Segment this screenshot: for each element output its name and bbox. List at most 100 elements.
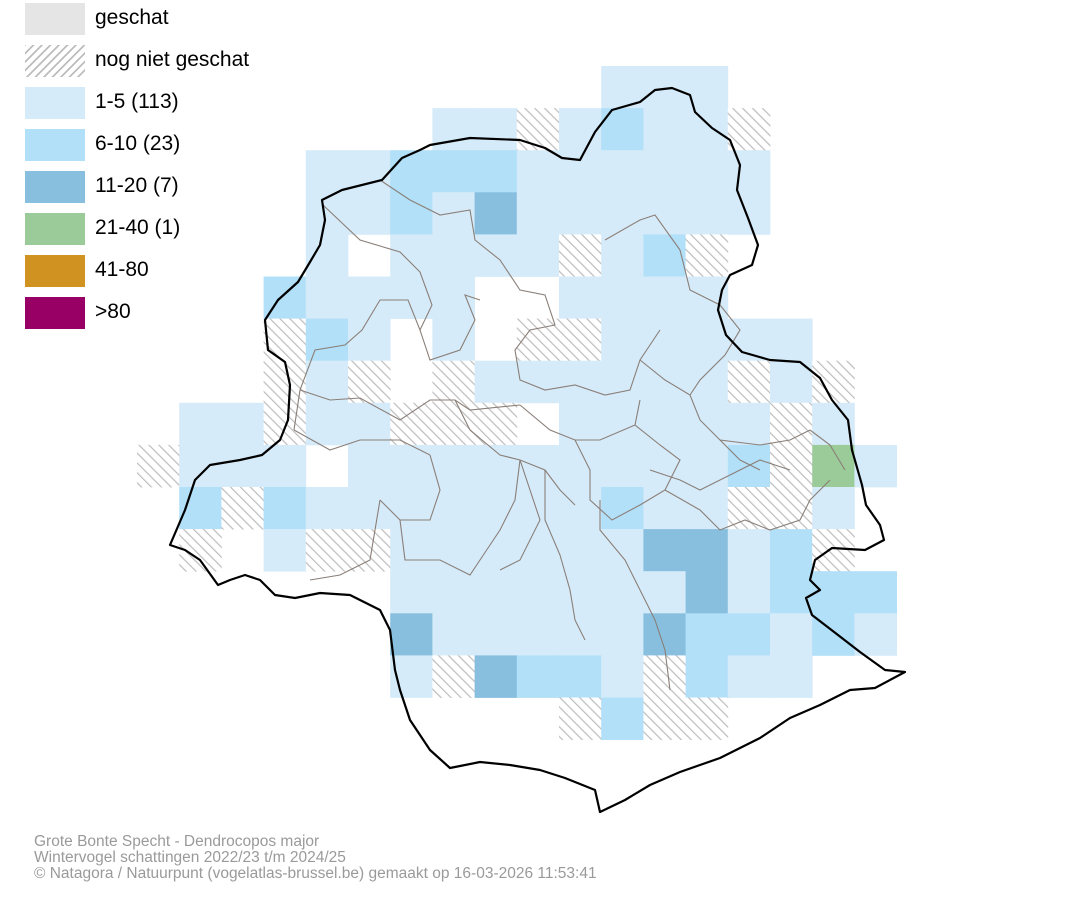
grid-cell-estimate xyxy=(305,487,349,530)
grid-cell-estimate xyxy=(643,402,686,446)
grid-cell-estimate xyxy=(305,150,349,193)
grid-cell-estimate xyxy=(643,234,686,277)
grid-cell-estimate xyxy=(643,360,686,404)
grid-cell-estimate xyxy=(685,402,729,446)
grid-cell-estimate xyxy=(601,66,644,109)
legend-label: 21-40 (1) xyxy=(95,216,181,239)
grid-cell-not-estimated xyxy=(516,108,560,151)
grid-cell-estimate xyxy=(348,402,391,446)
grid-cell-estimate xyxy=(601,529,644,572)
grid-cell-estimate xyxy=(601,571,644,614)
grid-cell-estimate xyxy=(348,444,391,488)
grid-cell-not-estimated xyxy=(474,402,518,446)
grid-cell-estimate xyxy=(685,108,729,151)
grid-cell-estimate xyxy=(432,276,475,319)
grid-cell-estimate xyxy=(643,571,686,614)
grid-cell-estimate xyxy=(348,487,391,530)
grid-cell-estimate xyxy=(263,529,307,572)
legend-label: geschat xyxy=(95,6,169,29)
grid-cell-estimate xyxy=(474,192,518,235)
grid-cell-estimate xyxy=(221,444,264,488)
grid-cell-not-estimated xyxy=(643,697,686,740)
grid-cell-not-estimated xyxy=(685,697,729,740)
grid-cell-estimate xyxy=(643,487,686,530)
grid-cell-estimate xyxy=(559,571,602,614)
grid-cell-estimate xyxy=(516,529,560,572)
grid-cell-estimate xyxy=(390,192,433,235)
legend-swatch xyxy=(25,87,85,119)
grid-cell-not-estimated xyxy=(727,487,771,530)
grid-cell-estimate xyxy=(601,234,644,277)
legend-swatch xyxy=(25,213,85,245)
legend-item-6-10: 6-10 (23) xyxy=(25,129,325,163)
grid-cell-estimate xyxy=(390,529,433,572)
grid-cell-estimate xyxy=(601,360,644,404)
grid-cell-not-estimated xyxy=(559,234,602,277)
copyright-line: © Natagora / Natuurpunt (vogelatlas-brus… xyxy=(34,865,597,882)
grid-cell-estimate xyxy=(474,613,518,656)
grid-cells xyxy=(137,66,897,740)
grid-cell-estimate xyxy=(474,487,518,530)
grid-cell-estimate xyxy=(516,234,560,277)
grid-cell-estimate xyxy=(516,655,560,698)
grid-cell-estimate xyxy=(474,150,518,193)
grid-cell-estimate xyxy=(559,276,602,319)
grid-cell-estimate xyxy=(685,318,729,362)
grid-cell-not-estimated xyxy=(770,444,813,488)
legend-swatch xyxy=(25,297,85,329)
grid-cell-estimate xyxy=(432,192,475,235)
grid-cell-estimate xyxy=(432,234,475,277)
species-name: Grote Bonte Specht - Dendrocopos major xyxy=(34,833,320,850)
legend-item-nog-niet-geschat: nog niet geschat xyxy=(25,45,325,79)
grid-cell-not-estimated xyxy=(305,529,349,572)
grid-cell-estimate xyxy=(263,487,307,530)
legend-swatch xyxy=(25,255,85,287)
grid-cell-estimate xyxy=(559,360,602,404)
survey-period: Wintervogel schattingen 2022/23 t/m 2024… xyxy=(34,849,346,866)
grid-cell-estimate xyxy=(305,360,349,404)
grid-cell-estimate xyxy=(516,150,560,193)
grid-cell-not-estimated xyxy=(727,108,771,151)
grid-cell-estimate xyxy=(179,444,222,488)
grid-cell-estimate xyxy=(601,402,644,446)
grid-cell-estimate xyxy=(601,487,644,530)
legend-label: nog niet geschat xyxy=(95,48,250,71)
legend-label: 41-80 xyxy=(95,258,149,281)
grid-cell-estimate xyxy=(179,402,222,446)
grid-cell-estimate xyxy=(685,529,729,572)
grid-cell-estimate xyxy=(390,444,433,488)
legend-label: 11-20 (7) xyxy=(95,174,179,197)
grid-cell-estimate xyxy=(432,529,475,572)
grid-cell-not-estimated xyxy=(812,360,855,404)
grid-cell-estimate xyxy=(305,318,349,362)
grid-cell-not-estimated xyxy=(390,402,433,446)
grid-cell-not-estimated xyxy=(432,360,475,404)
grid-cell-not-estimated xyxy=(812,529,855,572)
grid-cell-estimate xyxy=(305,402,349,446)
grid-cell-not-estimated xyxy=(432,402,475,446)
grid-cell-estimate xyxy=(685,150,729,193)
grid-cell-not-estimated xyxy=(685,234,729,277)
grid-cell-estimate xyxy=(390,613,433,656)
grid-cell-estimate xyxy=(685,444,729,488)
grid-cell-estimate xyxy=(390,276,433,319)
grid-cell-not-estimated xyxy=(263,402,307,446)
grid-cell-estimate xyxy=(516,571,560,614)
grid-cell-not-estimated xyxy=(643,655,686,698)
grid-cell-estimate xyxy=(770,318,813,362)
grid-cell-estimate xyxy=(812,487,855,530)
grid-cell-estimate xyxy=(854,613,897,656)
legend-swatch xyxy=(25,171,85,203)
grid-cell-estimate xyxy=(601,318,644,362)
grid-cell-not-estimated xyxy=(770,402,813,446)
grid-cell-estimate xyxy=(305,276,349,319)
grid-cell-not-estimated xyxy=(432,655,475,698)
grid-cell-not-estimated xyxy=(727,360,771,404)
grid-cell-estimate xyxy=(390,571,433,614)
grid-cell-estimate xyxy=(559,150,602,193)
legend-item-geschat: geschat xyxy=(25,3,325,37)
grid-cell-estimate xyxy=(559,487,602,530)
grid-cell-not-estimated xyxy=(137,444,180,488)
legend-item-11-20: 11-20 (7) xyxy=(25,171,325,205)
grid-cell-estimate xyxy=(432,318,475,362)
